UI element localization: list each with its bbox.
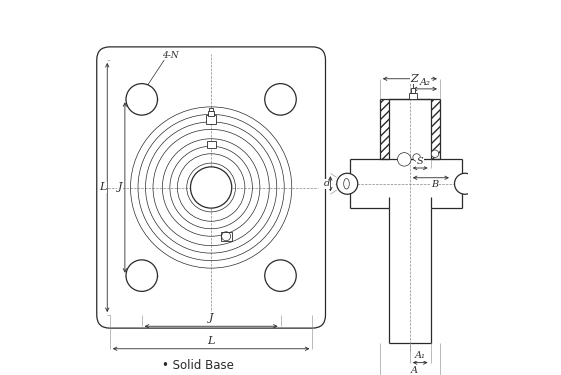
Circle shape (126, 84, 158, 115)
Text: A₂: A₂ (420, 78, 430, 87)
Bar (206, 141, 215, 148)
Bar (430, 99, 440, 159)
Bar (206, 116, 216, 124)
Text: A₁: A₁ (415, 351, 426, 360)
Text: L: L (208, 336, 215, 345)
Circle shape (265, 84, 296, 115)
Text: J: J (118, 183, 123, 192)
Text: Z: Z (411, 74, 419, 84)
Ellipse shape (344, 178, 350, 189)
FancyBboxPatch shape (96, 47, 325, 328)
Text: • Solid Base: • Solid Base (162, 359, 234, 372)
Text: J: J (209, 313, 213, 323)
Text: 4-N: 4-N (162, 51, 179, 60)
Bar (409, 93, 417, 99)
Circle shape (398, 153, 411, 166)
Circle shape (431, 150, 439, 158)
Bar (209, 108, 213, 111)
Bar (208, 111, 214, 116)
Circle shape (454, 173, 476, 194)
Circle shape (337, 173, 358, 194)
Circle shape (126, 260, 158, 291)
Bar (220, 232, 232, 241)
Bar (411, 88, 415, 93)
Text: L: L (99, 183, 107, 192)
Circle shape (191, 167, 232, 208)
Text: B: B (431, 180, 438, 189)
Circle shape (413, 154, 420, 161)
Text: d: d (324, 179, 330, 188)
Text: A: A (411, 366, 418, 375)
Circle shape (265, 260, 296, 291)
Text: S: S (417, 158, 424, 166)
Bar (380, 99, 389, 159)
